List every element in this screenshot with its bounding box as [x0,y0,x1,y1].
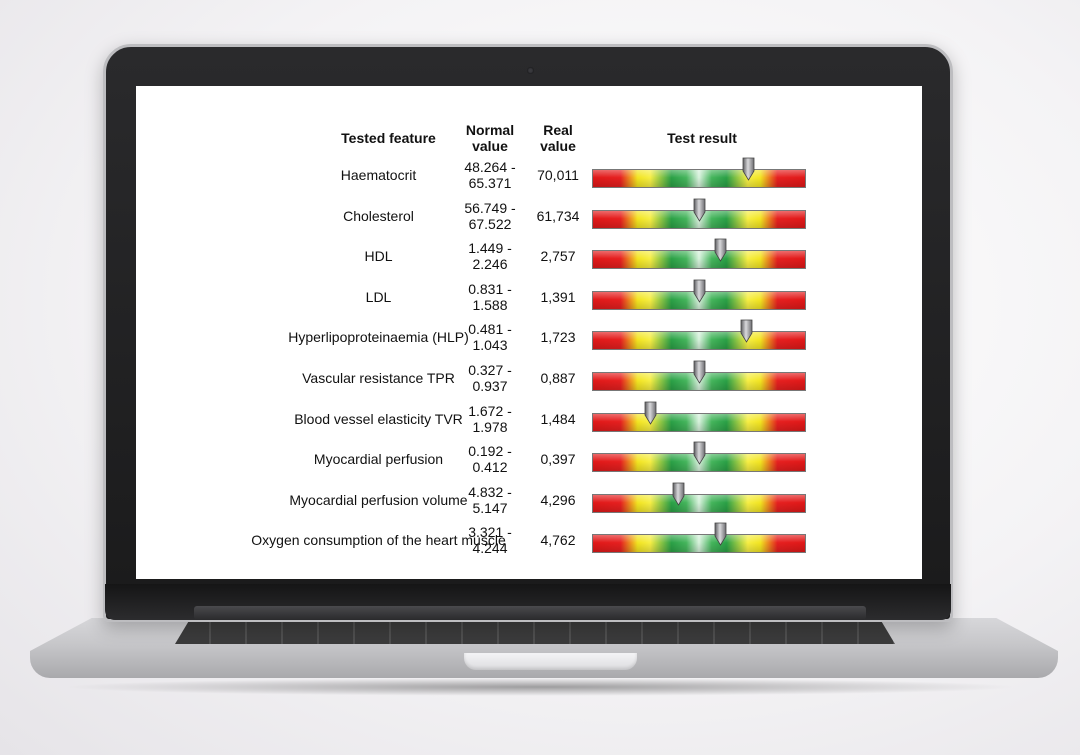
gauge-marker-icon [714,522,727,547]
header-normal-line1: Normal [465,122,515,138]
tested-feature-label: Vascular resistance TPR [302,370,455,386]
normal-value-range: 48.264 - 65.371 [464,159,516,191]
camera-icon [527,67,534,74]
real-value: 1,484 [540,410,576,427]
real-value: 1,723 [540,329,576,346]
normal-value-range: 1.449 - 2.246 [468,240,512,273]
normal-value-range: 1.672 - 1.978 [468,402,512,435]
real-value: 0,887 [540,370,576,386]
table-row: Myocardial perfusion volume 4.832 - 5.147… [136,480,922,520]
real-value: 2,757 [540,248,576,265]
gauge-marker-icon [644,401,657,425]
laptop-opening-notch [464,653,637,670]
tested-feature-label: Myocardial perfusion [313,451,444,468]
real-value: 4,762 [540,532,576,549]
tested-feature-label: Cholesterol [343,207,414,224]
normal-value-range: 3.321 - 4.244 [468,524,512,557]
table-row: HDL 1.449 - 2.246 2,757 [136,236,922,276]
header-test-result: Test result [667,130,737,146]
real-value: 4,296 [540,491,576,508]
result-gauge-bar [592,198,806,229]
table-row: Vascular resistance TPR 0.327 - 0.937 0,88… [136,358,922,398]
gauge-marker-icon [714,238,727,262]
normal-value-range: 0.831 - 1.588 [468,280,512,313]
table-row: LDL 0.831 - 1.588 1,391 [136,277,922,317]
gauge-marker-icon [693,279,706,303]
result-gauge-bar [592,157,806,188]
laptop-keyboard [175,620,895,644]
table-row: Cholesterol 56.749 - 67.522 61,734 [136,196,922,236]
tested-feature-label: HDL [364,248,393,265]
result-gauge-bar [592,441,806,473]
gauge-marker-icon [742,157,755,181]
tested-feature-label: LDL [365,288,392,305]
header-tested-feature: Tested feature [341,130,436,146]
real-value: 1,391 [540,288,576,305]
table-row: Hyperlipoproteinaemia (HLP) 0.481 - 1.043… [136,317,922,357]
laptop-shadow [60,678,1020,696]
result-gauge-bar [592,319,806,351]
normal-value-range: 0.481 - 1.043 [468,321,512,354]
normal-value-range: 56.749 - 67.522 [464,199,516,232]
table-row: Myocardial perfusion 0.192 - 0.412 0,397 [136,439,922,479]
gauge-marker-icon [693,198,706,222]
laptop-hinge [194,606,866,620]
result-gauge-bar [592,360,806,391]
normal-value-range: 4.832 - 5.147 [468,483,512,516]
tested-feature-label: Haematocrit [340,167,417,183]
table-row: Haematocrit 48.264 - 65.371 70,011 [136,155,922,195]
header-real-line2: value [540,138,576,154]
gauge-marker-icon [693,441,706,465]
table-row: Oxygen consumption of the heart muscle 3.… [136,520,922,560]
result-gauge-bar [592,238,806,270]
result-gauge-bar [592,482,806,513]
result-gauge-bar [592,279,806,310]
real-value: 0,397 [540,451,576,468]
header-real-line1: Real [543,122,573,138]
normal-value-range: 0.327 - 0.937 [468,362,512,394]
real-value: 70,011 [537,167,579,183]
gauge-marker-icon [693,360,706,384]
gauge-marker-icon [672,482,684,506]
tested-feature-label: Hyperlipoproteinaemia (HLP) [288,329,469,346]
gauge-marker-icon [740,319,753,344]
tested-feature-label: Blood vessel elasticity TVR [294,410,463,427]
table-row: Blood vessel elasticity TVR 1.672 - 1.978… [136,399,922,439]
header-real-value: Real value [528,122,588,154]
tested-feature-label: Myocardial perfusion volume [289,491,468,508]
tested-feature-label: Oxygen consumption of the heart muscle [251,532,506,549]
header-normal-line2: value [472,138,508,154]
normal-value-range: 0.192 - 0.412 [468,443,512,476]
laptop-screen: Tested feature Normal value Real value T… [136,86,922,579]
header-normal-value: Normal value [452,122,528,154]
result-gauge-bar [592,401,806,432]
result-gauge-bar [592,522,806,554]
test-results-table: Tested feature Normal value Real value T… [136,86,922,579]
real-value: 61,734 [536,207,580,224]
